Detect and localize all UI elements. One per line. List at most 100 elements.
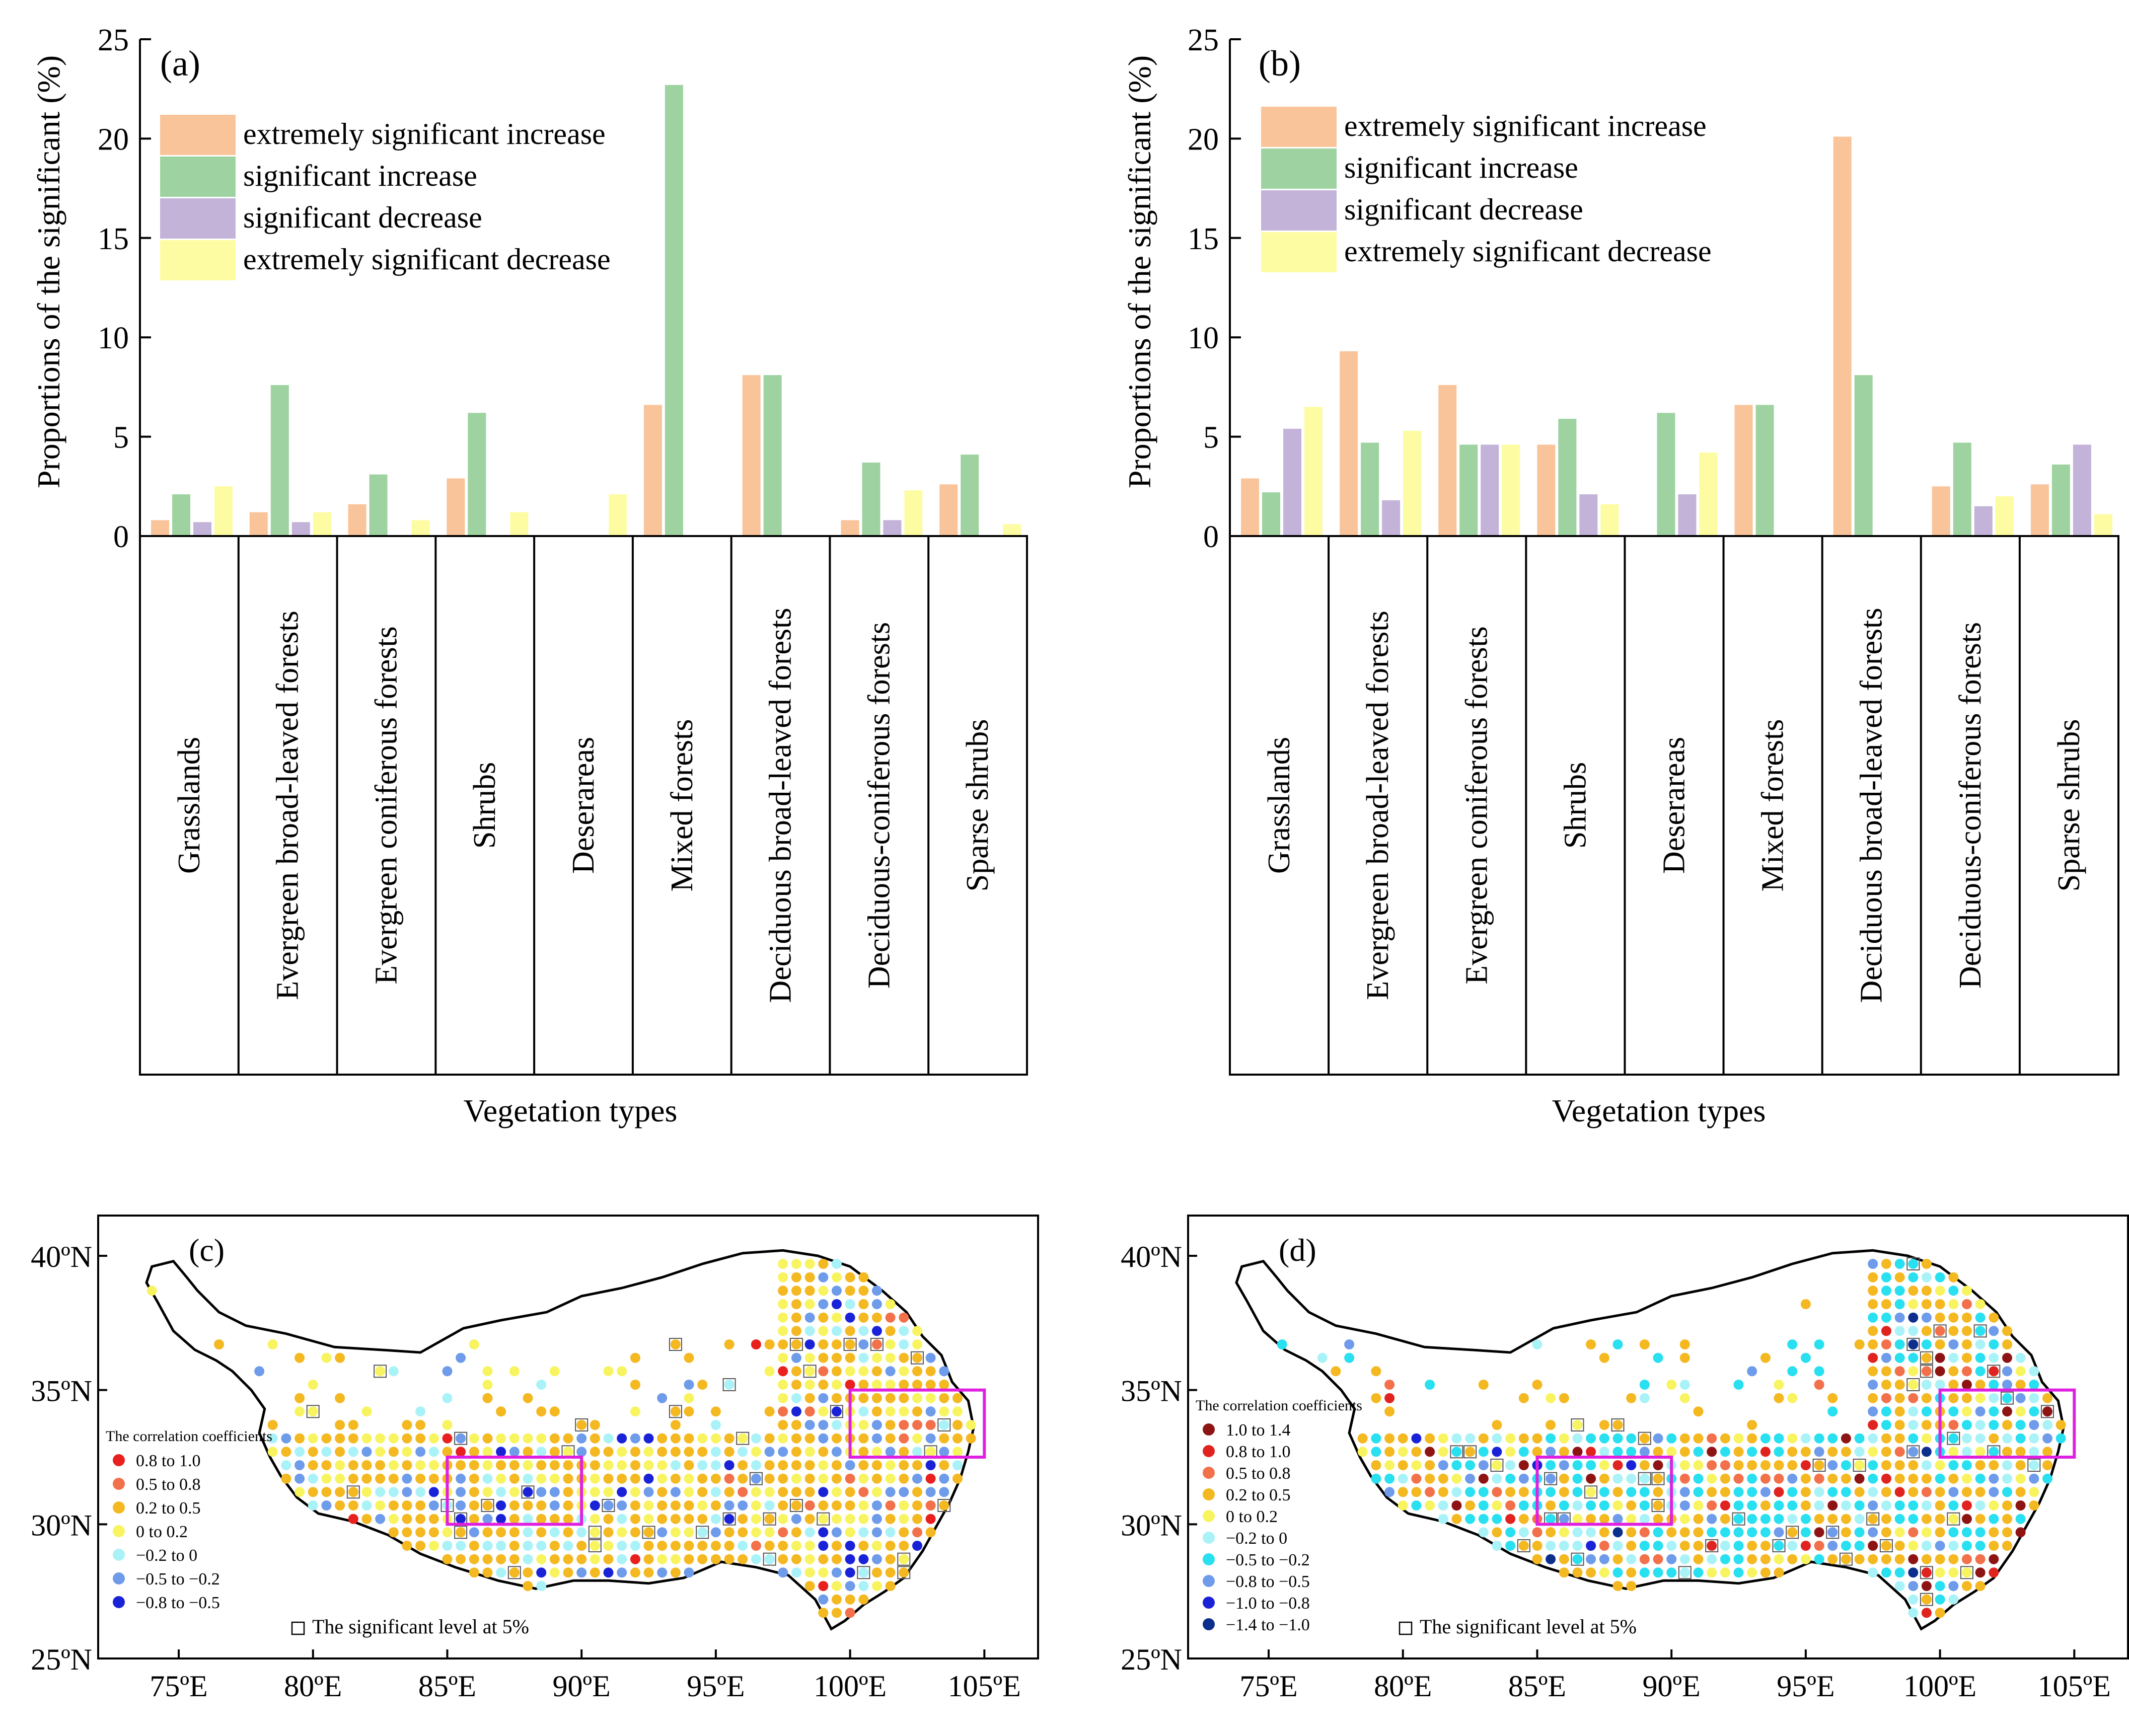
grid-cell-dot	[1989, 1554, 1999, 1564]
grid-cell-dot	[899, 1541, 909, 1551]
grid-cell-dot	[335, 1460, 345, 1470]
grid-cell-dot	[643, 1447, 654, 1457]
bar	[2030, 484, 2049, 536]
grid-cell-dot	[1720, 1567, 1730, 1578]
grid-cell-dot	[1961, 1420, 1972, 1430]
grid-cell-dot	[858, 1312, 869, 1323]
grid-cell-dot	[1707, 1487, 1717, 1497]
grid-cell-dot	[1894, 1433, 1905, 1444]
grid-cell-dot	[563, 1541, 573, 1551]
grid-cell-dot	[697, 1514, 708, 1524]
grid-cell-dot	[1935, 1326, 1945, 1336]
grid-cell-dot	[1921, 1352, 1932, 1363]
grid-cell-dot	[1961, 1473, 1972, 1484]
grid-cell-dot	[402, 1460, 412, 1470]
map-d: 75ºE 80ºE 85ºE 90ºE 95ºE 100ºE 105ºE 25ºN30ºN3…	[1121, 1215, 2129, 1703]
grid-cell-dot	[1975, 1299, 1986, 1309]
grid-cell-dot	[2002, 1366, 2012, 1377]
grid-cell-dot	[1626, 1487, 1637, 1497]
grid-cell-dot	[630, 1514, 640, 1524]
grid-cell-dot	[1908, 1433, 1919, 1444]
grid-cell-dot	[1599, 1527, 1609, 1538]
grid-cell-dot	[845, 1380, 855, 1390]
grid-cell-dot	[617, 1514, 627, 1524]
bar	[2051, 464, 2070, 536]
grid-cell-dot	[1935, 1380, 1945, 1390]
bar	[1502, 444, 1520, 536]
grid-cell-dot	[925, 1420, 936, 1430]
grid-cell-dot	[912, 1473, 922, 1484]
significance-marker	[1839, 1552, 1853, 1566]
significance-marker	[937, 1418, 951, 1431]
grid-cell-dot	[523, 1500, 533, 1511]
grid-cell-dot	[1935, 1527, 1945, 1538]
grid-cell-dot	[1989, 1527, 1999, 1538]
grid-cell-dot	[348, 1447, 358, 1457]
grid-cell-dot	[2002, 1460, 2012, 1470]
legend-dot	[113, 1596, 125, 1608]
grid-cell-dot	[1679, 1554, 1690, 1564]
grid-cell-dot	[939, 1487, 949, 1497]
grid-cell-dot	[1599, 1460, 1609, 1470]
grid-cell-dot	[281, 1447, 291, 1457]
grid-cell-dot	[590, 1487, 600, 1497]
grid-cell-dot	[1989, 1406, 1999, 1417]
grid-cell-dot	[1868, 1447, 1878, 1457]
grid-cell-dot	[858, 1567, 869, 1578]
grid-cell-dot	[925, 1406, 936, 1417]
grid-cell-dot	[925, 1366, 936, 1377]
grid-cell-dot	[1935, 1594, 1945, 1605]
grid-cell-dot	[2029, 1406, 2039, 1417]
grid-cell-dot	[1679, 1541, 1690, 1551]
grid-cell-dot	[1518, 1473, 1529, 1484]
grid-cell-dot	[1425, 1500, 1435, 1511]
category-label: Deciduous broad-leaved forests	[764, 608, 798, 1003]
grid-cell-dot	[804, 1500, 815, 1511]
grid-cell-dot	[361, 1500, 372, 1511]
significance-marker	[1463, 1445, 1477, 1459]
grid-cell-dot	[885, 1366, 896, 1377]
grid-cell-dot	[295, 1460, 305, 1470]
grid-cell-dot	[724, 1447, 735, 1457]
grid-cell-dot	[1894, 1581, 1905, 1591]
grid-cell-dot	[1948, 1500, 1959, 1511]
bars-b	[1241, 136, 2112, 536]
grid-cell-dot	[1975, 1554, 1986, 1564]
grid-cell-dot	[1666, 1567, 1677, 1578]
grid-cell-dot	[2002, 1473, 2012, 1484]
grid-cell-dot	[536, 1487, 547, 1497]
grid-cell-dot	[1572, 1541, 1583, 1551]
grid-cell-dot	[1961, 1433, 1972, 1444]
grid-cell-dot	[1841, 1460, 1851, 1470]
grid-cell-dot	[845, 1460, 855, 1470]
grid-cell-dot	[1639, 1380, 1650, 1390]
grid-cell-dot	[1868, 1366, 1878, 1377]
grid-cell-dot	[778, 1272, 788, 1282]
bar	[1481, 444, 1499, 536]
grid-cell-dot	[361, 1473, 372, 1484]
grid-cell-dot	[1908, 1339, 1919, 1349]
grid-cell-dot	[415, 1433, 426, 1444]
grid-cell-dot	[778, 1541, 788, 1551]
grid-cell-dot	[1894, 1420, 1905, 1430]
grid-cell-dot	[643, 1554, 654, 1564]
grid-cell-dot	[617, 1473, 627, 1484]
grid-cell-dot	[146, 1286, 157, 1296]
grid-cell-dot	[778, 1352, 788, 1363]
grid-cell-dot	[1908, 1541, 1919, 1551]
legend-dot	[1203, 1597, 1215, 1609]
grid-cell-dot	[1841, 1473, 1851, 1484]
grid-cell-dot	[1586, 1514, 1596, 1524]
grid-cell-dot	[2002, 1447, 2012, 1457]
grid-cell-dot	[267, 1420, 278, 1430]
grid-cell-dot	[1586, 1541, 1596, 1551]
grid-cell-dot	[845, 1608, 855, 1618]
significance-marker	[1638, 1431, 1651, 1445]
grid-cell-dot	[778, 1380, 788, 1390]
grid-cell-dot	[871, 1447, 882, 1457]
grid-cell-dot	[925, 1460, 936, 1470]
grid-cell-dot	[576, 1541, 587, 1551]
legend-label: extremely significant decrease	[1344, 235, 1712, 268]
grid-cell-dot	[764, 1514, 775, 1524]
grid-cell-dot	[657, 1514, 668, 1524]
